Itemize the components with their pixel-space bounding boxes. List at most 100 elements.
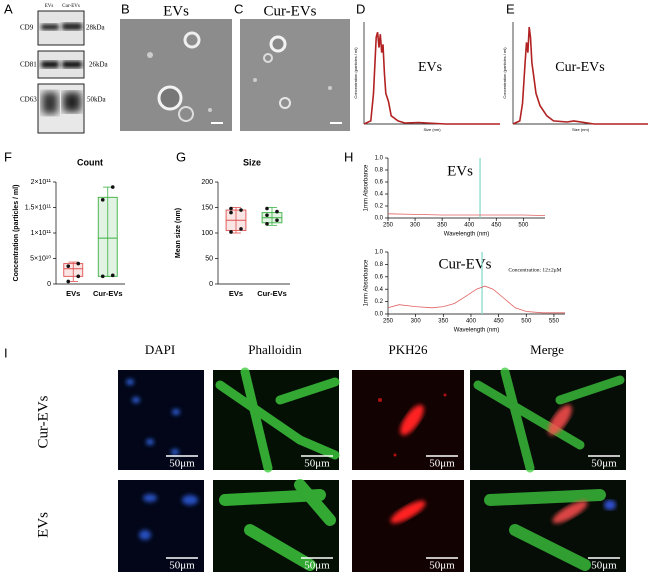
data-point [229, 210, 233, 215]
y-tick-label: 0.2 [375, 299, 384, 305]
data-point [265, 213, 269, 217]
western-blot: EVs Cur-EVs CD9 28kDa CD81 26kDa CD63 50… [20, 4, 109, 134]
data-line [387, 285, 565, 314]
x-tick-label: 500 [521, 319, 532, 325]
y-tick-label: 0.6 [375, 180, 384, 186]
x-tick-label: 250 [383, 319, 394, 325]
y-tick-label: 0.0 [375, 312, 384, 318]
chart: EVs Concentration (particles / ml) Size (n… [353, 22, 500, 132]
scale-bar-label: 50μm [591, 458, 617, 470]
x-tick-label: Cur-EVs [257, 289, 287, 298]
data-point [265, 222, 269, 226]
x-tick-label: 450 [491, 223, 502, 229]
y-axis-label: Concentration (particles / ml) [13, 185, 20, 282]
y-tick-label: 0.4 [375, 192, 384, 198]
data-point [66, 279, 71, 284]
x-axis-label: Wavelength (nm) [444, 232, 489, 238]
fluorescence-panel: DAPI Phalloidin PKH26 Merge Cur-EVs EVs … [35, 342, 626, 572]
lane-label: Cur-EVs [62, 4, 80, 9]
y-axis-label: 1mm Absorbance [364, 164, 370, 211]
x-tick-label: EVs [66, 289, 80, 298]
column-header: Phalloidin [248, 342, 302, 357]
x-tick-label: 350 [437, 223, 448, 229]
x-tick-label: 350 [438, 319, 449, 325]
y-tick-label: 1.5×10¹¹ [25, 204, 52, 211]
y-tick-label: 150 [201, 204, 213, 211]
size-label: 26kDa [89, 61, 109, 69]
data-point [229, 230, 233, 234]
scale-bar-label: 50μm [169, 458, 195, 470]
x-axis-label: Size (nm) [423, 127, 441, 132]
y-axis-label: Mean size (nm) [175, 208, 182, 258]
x-tick-label: 250 [383, 223, 394, 229]
y-tick-label: 2×10¹¹ [31, 179, 52, 186]
panel-label: H [344, 149, 353, 164]
column-header: DAPI [145, 342, 175, 357]
data-point [275, 218, 279, 223]
chart: Count Concentration (particles / ml) 0 5×10… [13, 157, 125, 298]
chart-title: Size [243, 157, 261, 167]
y-tick-label: 0.8 [375, 262, 384, 268]
tem-image: Cur-EVs [240, 3, 350, 131]
y-axis-label: 1mm Absorbance [364, 259, 370, 306]
data-point [110, 273, 115, 278]
scale-bar-label: 50μm [169, 560, 195, 572]
panel-label: C [234, 1, 243, 16]
x-tick-label: 450 [494, 319, 505, 325]
tem-label: Cur-EVs [263, 3, 316, 19]
x-tick-label: Cur-EVs [93, 289, 123, 298]
data-point [100, 198, 105, 202]
data-point [229, 206, 233, 211]
y-tick-label: 0.2 [375, 204, 384, 210]
protein-label: CD9 [20, 24, 34, 32]
x-tick-label: 400 [466, 319, 477, 325]
panel-label: I [4, 345, 8, 360]
protein-label: CD81 [20, 61, 37, 69]
y-axis-label: Concentration (particles / ml) [502, 47, 507, 99]
tem-image: EVs [120, 3, 232, 131]
data-point [275, 209, 279, 214]
y-tick-label: 0.8 [375, 168, 384, 174]
annotation: Concentration: 12±2μM [508, 267, 561, 273]
chart: Size Mean size (nm) 0 50 100 150 200 EVs Cur-EVs [175, 157, 290, 298]
x-tick-label: 300 [410, 223, 421, 229]
data-point [110, 185, 115, 189]
scale-bar-label: 50μm [304, 560, 330, 572]
data-point [76, 274, 81, 279]
column-header: PKH26 [388, 342, 428, 357]
data-line [512, 26, 648, 125]
y-tick-label: 50 [205, 255, 213, 262]
chart-title: Cur-EVs [555, 60, 605, 75]
y-tick-label: 0 [47, 281, 51, 288]
panel-label: G [176, 149, 186, 164]
data-point [239, 227, 243, 231]
y-tick-label: 0.0 [375, 216, 384, 222]
scale-bar-label: 50μm [304, 458, 330, 470]
data-line [387, 213, 546, 216]
lane-label: EVs [45, 4, 54, 9]
box [97, 196, 118, 277]
panel-label: D [356, 1, 365, 16]
panel-label: A [4, 1, 13, 16]
y-tick-label: 200 [201, 179, 213, 186]
y-tick-label: 1×10¹¹ [31, 230, 52, 237]
chart-title: EVs [418, 60, 442, 75]
x-tick-label: 550 [549, 319, 560, 325]
x-tick-label: 500 [518, 223, 529, 229]
row-header: EVs [35, 512, 51, 538]
y-tick-label: 5×10¹⁰ [30, 254, 51, 262]
scale-bar-label: 50μm [429, 458, 455, 470]
x-tick-label: EVs [229, 289, 243, 298]
data-point [66, 264, 71, 268]
scale-bar-label: 50μm [429, 560, 455, 572]
protein-label: CD63 [20, 96, 37, 104]
chart-title: EVs [447, 163, 473, 179]
x-tick-label: 300 [411, 319, 422, 325]
row-header: Cur-EVs [35, 395, 51, 448]
size-label: 50kDa [87, 96, 107, 104]
column-header: Merge [530, 342, 564, 357]
panel-label: B [121, 1, 130, 16]
y-tick-label: 0 [209, 281, 213, 288]
x-axis-label: Wavelength (nm) [454, 328, 499, 334]
